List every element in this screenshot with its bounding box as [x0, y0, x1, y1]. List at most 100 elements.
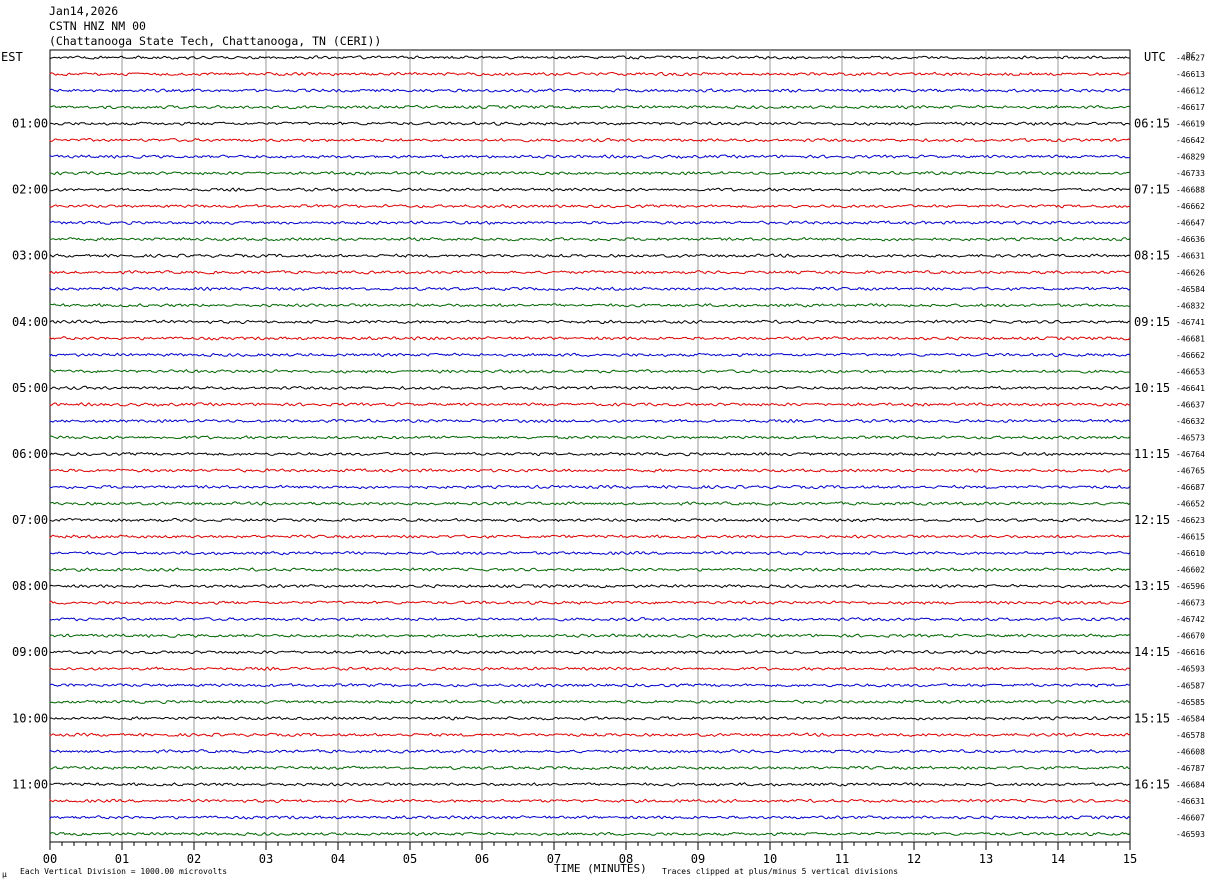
dc-offset-label: -46593 — [1176, 665, 1205, 674]
x-tick-label: 10 — [763, 852, 777, 866]
est-hour-label: 02:00 — [12, 183, 48, 197]
seismic-trace — [49, 385, 1131, 391]
seismic-trace — [49, 71, 1131, 77]
x-tick-label: 01 — [115, 852, 129, 866]
seismic-trace — [49, 104, 1131, 110]
seismic-trace — [49, 121, 1131, 126]
seismic-trace — [49, 550, 1131, 556]
x-tick-label: 11 — [835, 852, 849, 866]
scale-note: Each Vertical Division = 1000.00 microvo… — [20, 867, 228, 876]
dc-offset-label: -46615 — [1176, 533, 1205, 542]
dc-offset-label: -46647 — [1176, 219, 1205, 228]
seismic-trace — [49, 484, 1131, 490]
seismic-trace — [49, 137, 1131, 143]
utc-hour-label: 06:15 — [1134, 117, 1170, 131]
seismic-trace — [49, 303, 1131, 308]
seismic-trace — [49, 683, 1130, 688]
seismic-trace — [49, 435, 1131, 440]
dc-offset-label: -46613 — [1176, 70, 1205, 79]
seismic-trace — [49, 55, 1131, 60]
seismic-trace — [49, 782, 1131, 787]
dc-offset-label: -46610 — [1176, 549, 1205, 558]
seismic-trace — [49, 236, 1131, 242]
header-station: CSTN HNZ NM 00 — [49, 19, 146, 33]
dc-offset-label: -46631 — [1176, 797, 1205, 806]
est-hour-label: 05:00 — [12, 381, 48, 395]
seismic-trace — [49, 600, 1130, 605]
dc-offset-label: -46653 — [1176, 367, 1205, 376]
dc-offset-label: -46631 — [1176, 252, 1205, 261]
seismic-trace — [49, 286, 1131, 292]
dc-offset-label: -46673 — [1176, 599, 1205, 608]
seismic-trace — [49, 253, 1131, 258]
x-tick-label: 09 — [691, 852, 705, 866]
utc-zone-label: UTC — [1144, 50, 1166, 64]
dc-offset-label: -46585 — [1176, 698, 1205, 707]
clip-note: Traces clipped at plus/minus 5 vertical … — [662, 867, 899, 876]
dc-offset-label: -46832 — [1176, 301, 1205, 310]
est-hour-label: 07:00 — [12, 513, 48, 527]
dc-offset-label: -46578 — [1176, 731, 1205, 740]
dc-offset-label: -46688 — [1176, 186, 1205, 195]
dc-offset-label: -46602 — [1176, 566, 1205, 575]
seismic-trace — [49, 269, 1131, 275]
x-tick-label: 05 — [403, 852, 417, 866]
seismic-trace — [49, 815, 1131, 820]
est-hour-label: 11:00 — [12, 777, 48, 791]
dc-offset-label: -46596 — [1176, 582, 1205, 591]
seismic-trace — [49, 699, 1131, 705]
dc-offset-label: -46787 — [1176, 764, 1205, 773]
utc-hour-label: 11:15 — [1134, 447, 1170, 461]
seismic-trace — [49, 418, 1131, 424]
header-date: Jan14,2026 — [49, 4, 119, 18]
utc-hour-label: 08:15 — [1134, 249, 1170, 263]
seismic-trace — [49, 798, 1131, 804]
dc-offset-label: -46742 — [1176, 615, 1205, 624]
seismic-trace — [49, 468, 1131, 473]
dc-offset-label: -46684 — [1176, 780, 1205, 789]
seismic-trace — [49, 616, 1131, 622]
dc-offset-label: -46607 — [1176, 813, 1205, 822]
est-hour-label: 08:00 — [12, 579, 48, 593]
seismic-trace — [49, 154, 1131, 159]
seismic-trace — [49, 204, 1131, 209]
seismic-trace — [49, 534, 1131, 539]
dc-offset-label: -46619 — [1176, 120, 1205, 129]
dc-offset-label: -46681 — [1176, 334, 1205, 343]
plot-frame — [49, 49, 1131, 843]
seismic-trace — [49, 666, 1131, 671]
x-tick-label: 12 — [907, 852, 921, 866]
seismic-traces — [49, 55, 1131, 837]
dc-offset-label: -46642 — [1176, 136, 1205, 145]
seismic-trace — [49, 369, 1131, 374]
x-tick-label: 02 — [187, 852, 201, 866]
header-location: (Chattanooga State Tech, Chattanooga, TN… — [49, 34, 382, 48]
dc-offset-label: -46612 — [1176, 87, 1205, 96]
est-hour-label: 10:00 — [12, 711, 48, 725]
dc-offset-label: -46617 — [1176, 103, 1205, 112]
dc-offset-label: -46687 — [1176, 483, 1205, 492]
utc-hour-label: 10:15 — [1134, 381, 1170, 395]
utc-hour-label: 15:15 — [1134, 711, 1170, 725]
corner-mark: µ — [2, 870, 7, 879]
dc-offset-label: -46626 — [1176, 268, 1205, 277]
x-tick-label: 03 — [259, 852, 273, 866]
dc-offset-label: -46764 — [1176, 450, 1205, 459]
dc-offset-label: -46608 — [1176, 747, 1205, 756]
seismic-trace — [49, 402, 1131, 407]
dc-offset-label: -46662 — [1176, 202, 1205, 211]
seismic-trace — [49, 336, 1131, 341]
utc-hour-label: 07:15 — [1134, 183, 1170, 197]
dc-offset-label: -46662 — [1176, 351, 1205, 360]
x-tick-label: 13 — [979, 852, 993, 866]
seismic-trace — [49, 716, 1131, 721]
seismic-trace — [49, 501, 1131, 506]
dc-offset-label: -46765 — [1176, 467, 1205, 476]
seismic-trace — [49, 319, 1131, 325]
dc-offset-label: -46637 — [1176, 400, 1205, 409]
dc-offset-label: -46584 — [1176, 714, 1205, 723]
seismic-trace — [49, 352, 1131, 358]
dc-offset-label: -46641 — [1176, 384, 1205, 393]
dc-column-label: DC — [1186, 51, 1196, 60]
